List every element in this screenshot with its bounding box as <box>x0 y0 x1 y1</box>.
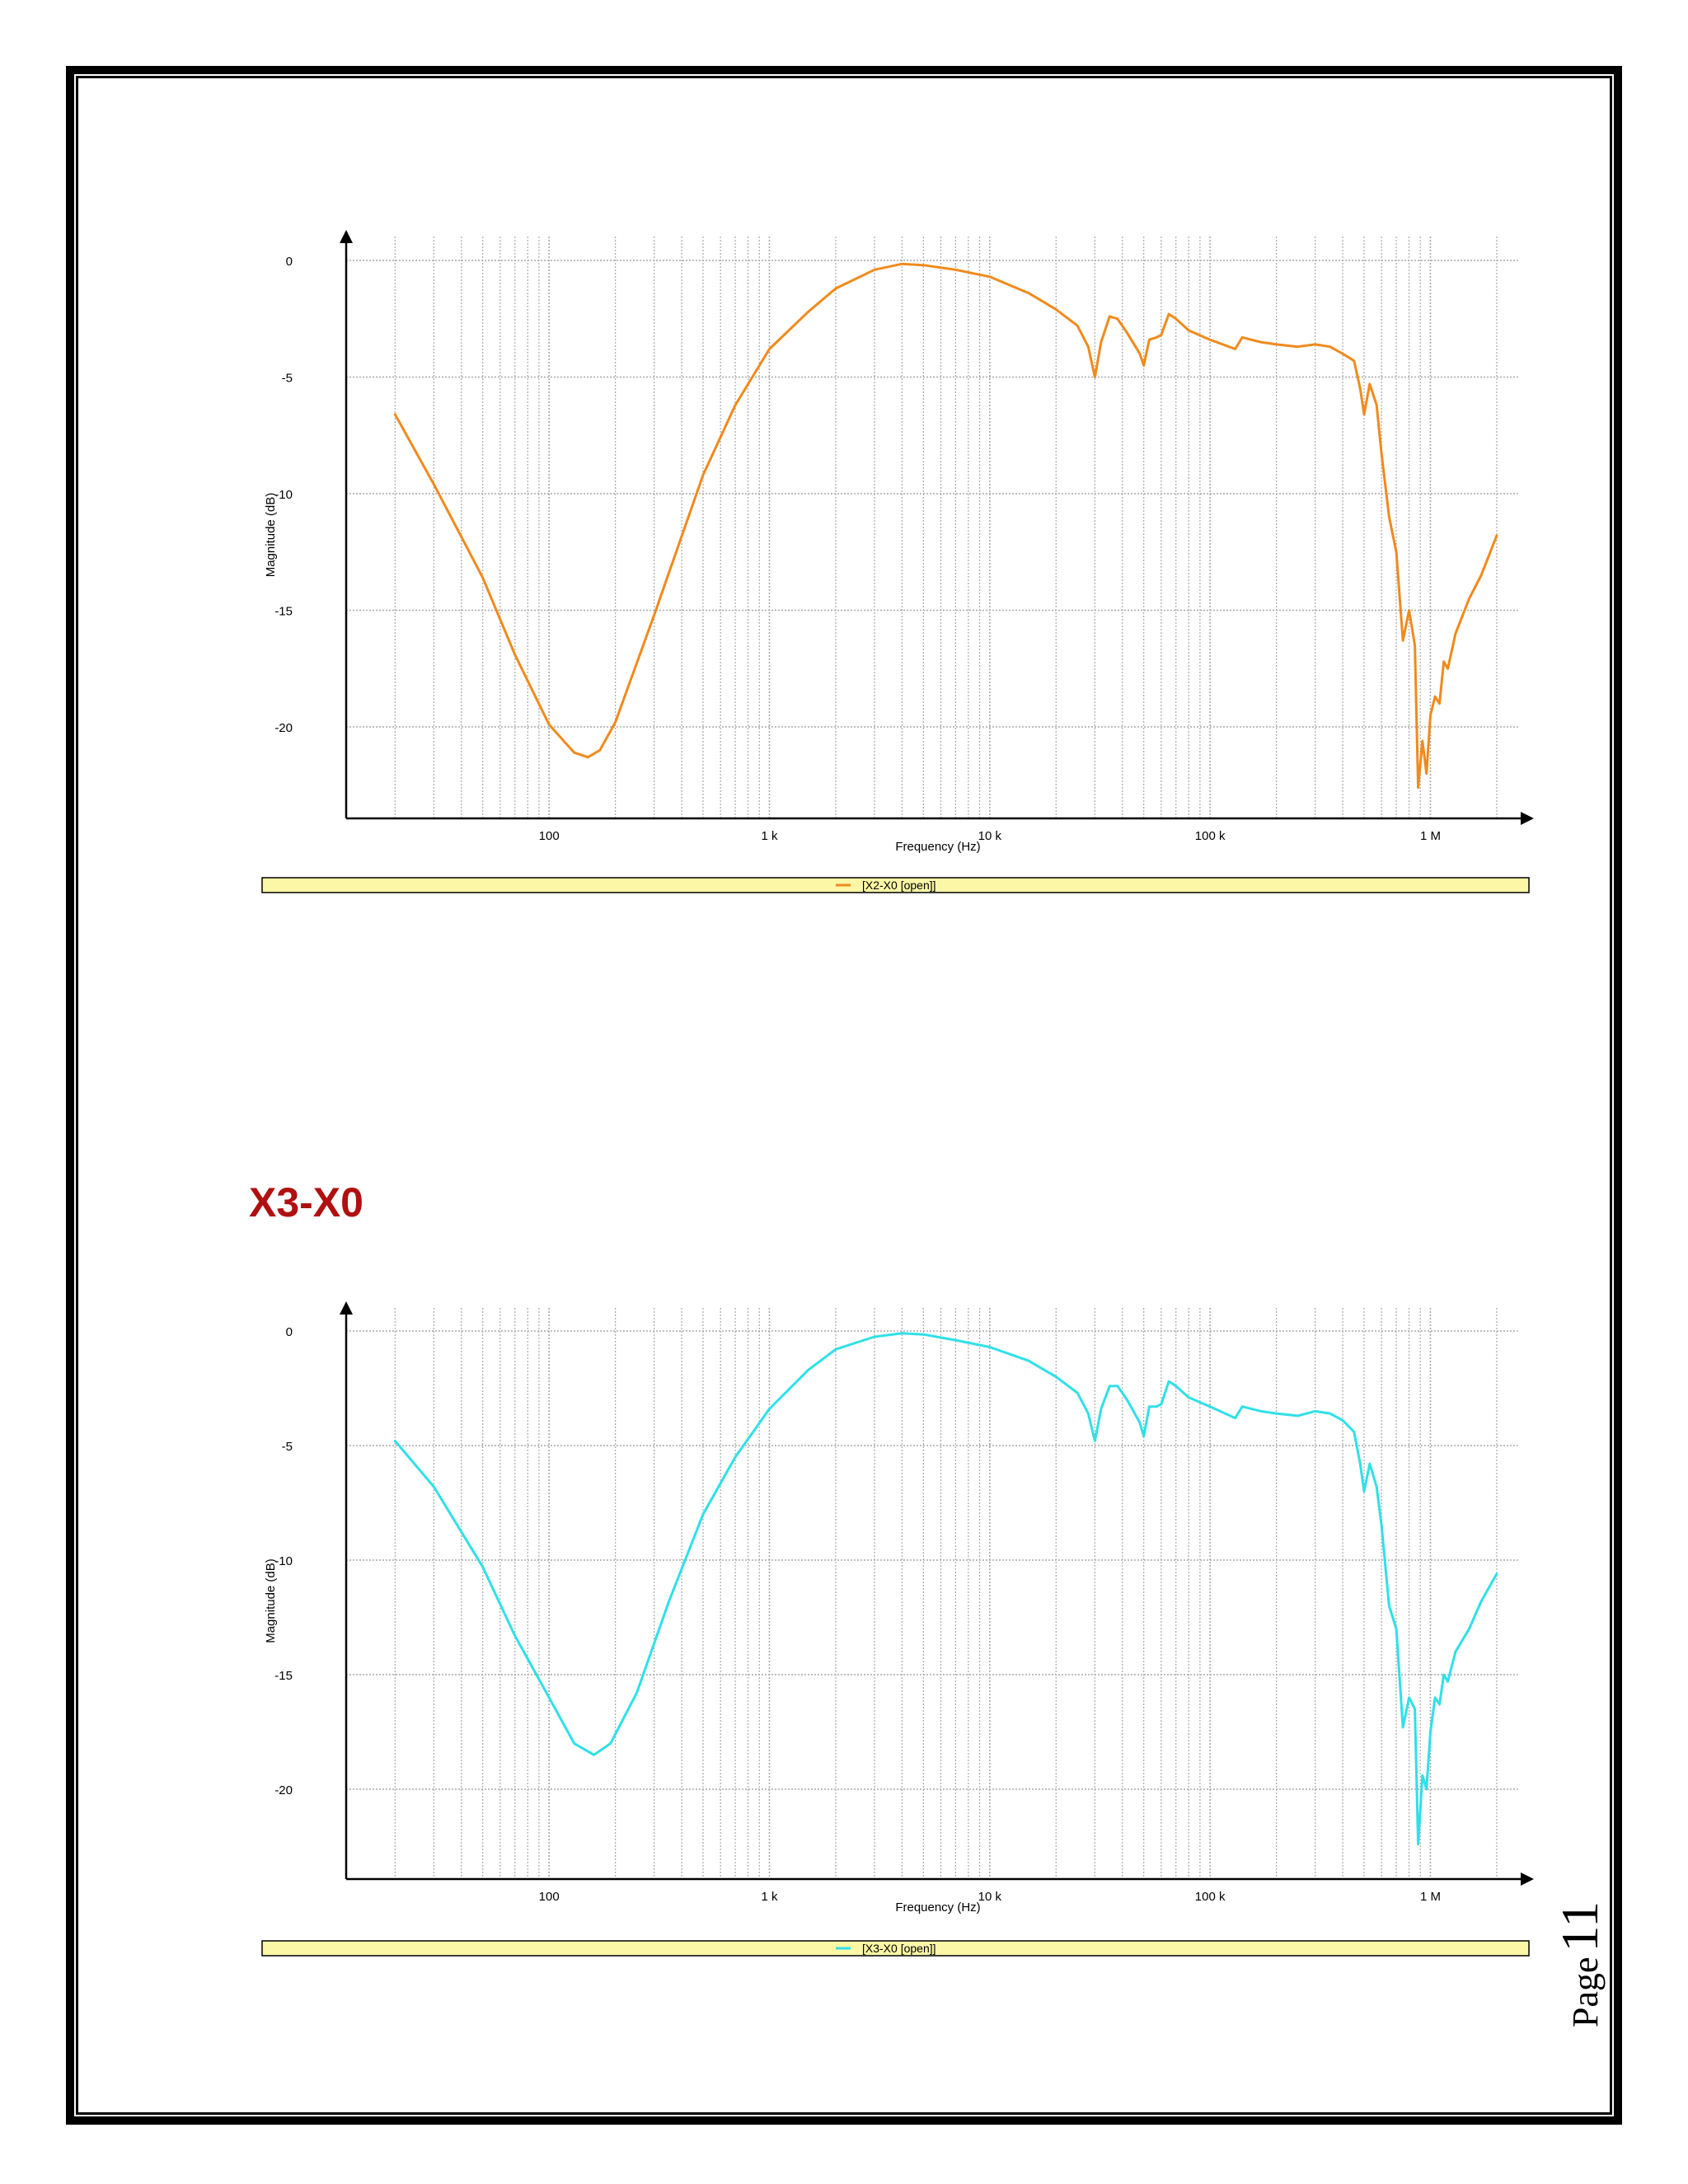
x-tick-label: 10 k <box>978 1890 1002 1904</box>
x-tick-label: 100 k <box>1195 1890 1226 1904</box>
y-tick-label: -10 <box>274 1554 293 1568</box>
chart-x3-x0: 0 -5 -10 -15 -20 100 1 k 10 k 100 k 1 M Frequency … <box>261 1301 1534 1957</box>
y-tick-label: -5 <box>282 372 293 386</box>
legend-label: [X2-X0 [open]] <box>862 879 936 892</box>
vertical-grid <box>394 237 1498 818</box>
series-line <box>393 1332 1498 1846</box>
y-tick-label: 0 <box>286 255 293 269</box>
chart-x2-x0: 0 -5 -10 -15 -20 100 1 k 10 k 100 k 1 M Frequency … <box>261 230 1534 893</box>
series-line <box>393 262 1498 790</box>
x-tick-label: 100 <box>539 829 560 843</box>
x-axis-arrow <box>1521 812 1534 825</box>
x-tick-label: 1 M <box>1420 829 1441 843</box>
y-tick-label: -15 <box>274 1669 293 1683</box>
x-tick-label: 1 k <box>761 1890 778 1904</box>
legend-box <box>261 877 1530 893</box>
x-axis-label: Frequency (Hz) <box>895 1900 980 1915</box>
legend: [X2-X0 [open]] <box>261 877 1530 893</box>
vertical-grid <box>394 1308 1498 1879</box>
legend: [X3-X0 [open]] <box>261 1940 1530 1957</box>
x-axis-label: Frequency (Hz) <box>895 840 980 854</box>
y-axis-arrow <box>340 1301 353 1315</box>
page-number: Page 11 <box>1550 1901 1611 2027</box>
y-tick-label: -5 <box>282 1440 293 1454</box>
page-num: 11 <box>1550 1900 1609 1952</box>
horizontal-grid <box>346 260 1518 728</box>
y-tick-label: -20 <box>274 721 293 735</box>
y-tick-label: -15 <box>274 605 293 619</box>
x-tick-label: 100 <box>539 1890 560 1904</box>
y-tick-label: 0 <box>286 1325 293 1339</box>
y-tick-label: -20 <box>274 1783 293 1797</box>
legend-label: [X3-X0 [open]] <box>862 1942 936 1955</box>
horizontal-grid <box>346 1330 1518 1790</box>
y-axis-label: Magnitude (dB) <box>264 1558 278 1643</box>
x-tick-label: 10 k <box>978 829 1002 843</box>
page-word: Page <box>1565 1957 1606 2027</box>
y-tick-label: -10 <box>274 488 293 502</box>
x-tick-label: 1 M <box>1420 1890 1441 1904</box>
y-axis-label: Magnitude (dB) <box>264 493 278 578</box>
y-axis-arrow <box>340 230 353 243</box>
x-tick-label: 1 k <box>761 829 778 843</box>
legend-box <box>261 1940 1530 1957</box>
page-border-outer <box>66 66 1622 2125</box>
x-axis-arrow <box>1521 1872 1534 1886</box>
page-border-inner <box>76 76 1612 2115</box>
section-heading: X3-X0 <box>249 1179 363 1226</box>
x-tick-label: 100 k <box>1195 829 1226 843</box>
